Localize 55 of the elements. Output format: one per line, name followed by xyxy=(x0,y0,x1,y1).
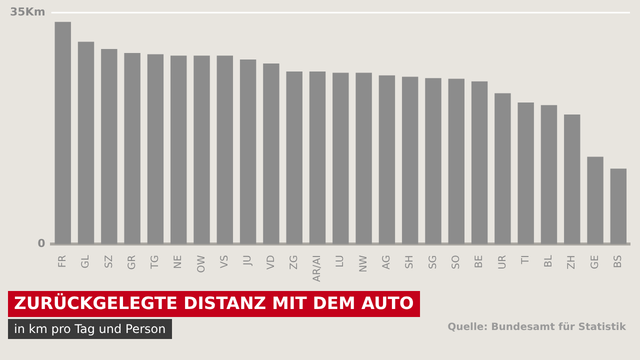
bar xyxy=(170,56,187,244)
x-tick-label: NW xyxy=(358,254,370,272)
y-tick-label: 35Km xyxy=(10,5,46,18)
x-tick-label: SO xyxy=(450,254,462,270)
x-tick-label: SH xyxy=(404,255,416,269)
x-tick-label: VD xyxy=(266,254,277,270)
x-tick-label: FR xyxy=(57,255,68,268)
x-tick-label: AG xyxy=(382,255,393,270)
bar xyxy=(286,71,302,244)
source-note: Quelle: Bundesamt für Statistik xyxy=(448,322,626,333)
bar xyxy=(124,52,140,244)
x-tick-label: BL xyxy=(544,254,555,268)
text: in km pro Tag und Person xyxy=(8,319,172,339)
bar xyxy=(564,114,580,244)
bar xyxy=(240,60,256,244)
bar xyxy=(402,76,418,244)
x-tick-label: GL xyxy=(80,254,92,268)
bar xyxy=(518,102,534,244)
bar xyxy=(194,56,210,244)
x-tick-label: AR/AI xyxy=(312,255,324,282)
bar xyxy=(378,75,396,244)
x-tick-label: JU xyxy=(242,255,254,266)
x-tick-label: TG xyxy=(150,255,162,270)
bar xyxy=(263,64,280,244)
bar xyxy=(101,48,118,244)
x-tick-label: NE xyxy=(173,255,184,269)
bar xyxy=(216,56,234,244)
x-tick-label: TI xyxy=(520,255,532,266)
bar xyxy=(587,156,604,244)
bar xyxy=(494,93,511,244)
bar xyxy=(471,81,488,244)
x-tick-label: VS xyxy=(220,255,230,268)
bar xyxy=(147,54,164,244)
x-tick-label: ZH xyxy=(566,255,578,270)
x-tick-label: OW xyxy=(196,254,208,273)
x-tick-label: GE xyxy=(590,255,601,270)
x-tick-label: GR xyxy=(126,255,138,270)
x-tick-label: LU xyxy=(335,255,346,268)
bar xyxy=(78,42,94,244)
x-tick-label: UR xyxy=(497,255,508,270)
bar xyxy=(540,105,558,244)
x-tick-label: SG xyxy=(428,255,439,270)
bar xyxy=(309,71,326,244)
bar xyxy=(425,78,442,244)
bar xyxy=(610,168,627,244)
text: ZURÜCKGELEGTE DISTANZ MIT DEM AUTO xyxy=(8,291,420,317)
y-tick-label: 0 xyxy=(38,236,46,250)
bar xyxy=(448,78,464,244)
bar xyxy=(356,72,372,244)
x-tick-label: SZ xyxy=(104,254,115,268)
bar xyxy=(332,72,349,244)
bar xyxy=(54,22,71,244)
x-tick-label: ZG xyxy=(288,255,300,270)
x-tick-label: BE xyxy=(474,255,486,268)
x-tick-label: BS xyxy=(613,255,624,268)
